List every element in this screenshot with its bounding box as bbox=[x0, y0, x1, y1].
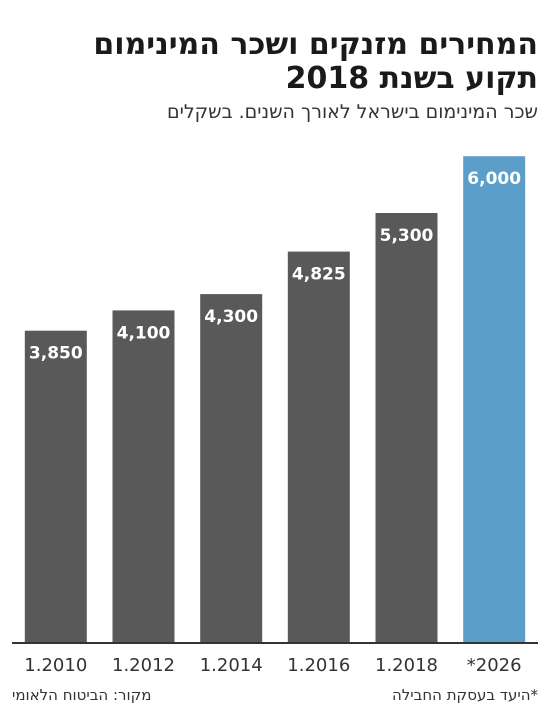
chart-subtitle: שכר המינימום בישראל לאורך השנים. בשקלים bbox=[166, 101, 538, 123]
bar-value-label: 6,000 bbox=[467, 169, 521, 189]
bar-1.2014 bbox=[200, 294, 263, 643]
chart-title: המחירים מזנקים ושכר המינימום תקוע בשנת 2… bbox=[8, 28, 538, 96]
x-tick-label: 1.2012 bbox=[112, 655, 175, 676]
x-tick-labels: 1.2010 1.2012 1.2014 1.2016 1.2018 *2026 bbox=[24, 655, 521, 676]
x-tick-label: 1.2016 bbox=[287, 655, 350, 676]
bars-group: 3,850 4,100 4,300 4,825 5,300 6,000 bbox=[24, 156, 526, 643]
chart-title-line2: תקוע בשנת 2018 bbox=[285, 61, 538, 96]
x-tick-label: 1.2010 bbox=[24, 655, 87, 676]
x-tick-label: 1.2014 bbox=[200, 655, 263, 676]
footnote: *היעד בעסקת החבילה bbox=[391, 686, 538, 704]
chart-title-line1: המחירים מזנקים ושכר המינימום bbox=[93, 27, 538, 62]
bar-1.2018 bbox=[375, 213, 438, 643]
bar-value-label: 4,825 bbox=[292, 265, 346, 285]
bar-1.2010 bbox=[24, 330, 87, 643]
bar-value-label: 4,100 bbox=[117, 323, 171, 343]
x-tick-label: 1.2018 bbox=[375, 655, 438, 676]
bar-1.2016 bbox=[287, 251, 350, 643]
x-tick-label: *2026 bbox=[467, 655, 522, 676]
source-note: מקור: הביטוח הלאומי bbox=[12, 686, 152, 704]
bar-value-label: 5,300 bbox=[380, 226, 434, 246]
bar-value-label: 4,300 bbox=[204, 307, 258, 327]
bar-1.2012 bbox=[112, 310, 175, 643]
bar-value-label: 3,850 bbox=[29, 344, 83, 364]
bar-*2026 bbox=[463, 156, 526, 643]
